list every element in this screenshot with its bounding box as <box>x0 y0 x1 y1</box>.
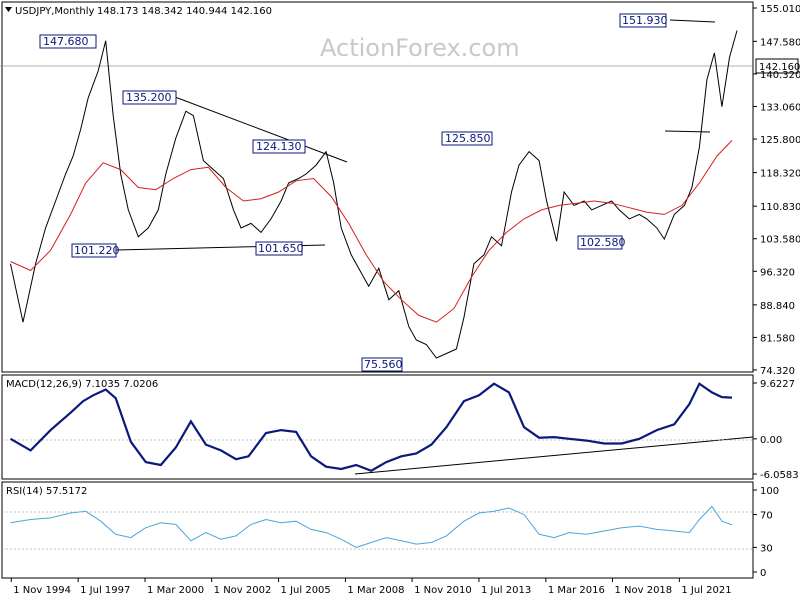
rsi-y-tick-label: 100 <box>760 486 779 497</box>
annotation-102: 102.580 <box>577 235 626 250</box>
top-line <box>669 19 716 23</box>
macd-y-tick-label: 9.6227 <box>760 379 795 390</box>
price-y-tick-label: 133.060 <box>760 102 800 113</box>
x-tick-label: 1 Mar 2000 <box>147 585 204 596</box>
symbol-label: USDJPY,Monthly <box>15 6 95 17</box>
price-y-tick-label: 140.320 <box>760 70 800 81</box>
price-series-0-line <box>10 30 738 359</box>
macd-trendline <box>354 436 754 475</box>
annotation-75: 75.560 <box>361 357 403 372</box>
data-layer: 155.010 147.580 140.320 133.060 125.800 118.3… <box>9 4 800 596</box>
price-series-1-line <box>10 140 733 323</box>
annotation-label: 151.930 <box>622 14 668 27</box>
x-tick-label: 1 Jul 1997 <box>80 585 130 596</box>
annotation-147: 147.680 <box>39 34 97 49</box>
ohlc-label: 148.173 148.342 140.944 142.160 <box>97 6 272 17</box>
collapse-icon <box>5 7 12 12</box>
x-tick-label: 1 Jul 2005 <box>281 585 331 596</box>
price-y-tick-label: 118.320 <box>760 169 800 180</box>
annotation-101a: 101.220 <box>71 243 120 258</box>
channel-line <box>664 130 711 133</box>
annotation-label: 125.850 <box>445 132 491 145</box>
annotation-125: 125.850 <box>441 131 493 146</box>
price-y-tick-label: 74.320 <box>760 366 795 377</box>
rsi-title: RSI(14) 57.5172 <box>6 486 87 497</box>
x-tick-label: 1 Nov 2018 <box>614 585 672 596</box>
macd-y-tick-label: -6.0583 <box>760 470 799 481</box>
symbol-header: USDJPY,Monthly 148.173 148.342 140.944 1… <box>5 6 272 17</box>
annotation-label: 135.200 <box>126 91 172 104</box>
rsi-y-tick-label: 70 <box>760 511 773 522</box>
price-panel <box>1 1 754 373</box>
x-tick-label: 1 Jul 2021 <box>681 585 731 596</box>
annotation-124: 124.130 <box>252 139 306 154</box>
price-y-tick-label: 81.580 <box>760 333 795 344</box>
last-price-badge: 142.160 <box>755 58 800 74</box>
rsi-series-0-line <box>10 505 733 548</box>
annotation-label: 75.560 <box>364 358 403 371</box>
macd-title: MACD(12,26,9) 7.1035 7.0206 <box>6 379 158 390</box>
price-y-tick-label: 110.830 <box>760 202 800 213</box>
price-y-tick-label: 96.320 <box>760 267 795 278</box>
price-y-tick-label: 155.010 <box>760 4 800 15</box>
last-price-label: 142.160 <box>759 62 800 73</box>
annotation-151: 151.930 <box>619 13 668 28</box>
rsi-y-tick-label: 0 <box>760 568 766 579</box>
annotation-label: 101.650 <box>258 242 304 255</box>
price-y-tick-label: 147.580 <box>760 37 800 48</box>
annotation-label: 147.680 <box>43 35 89 48</box>
macd-series-0-line <box>9 382 733 473</box>
annotation-label: 124.130 <box>256 140 302 153</box>
macd-y-tick-label: 0.00 <box>760 435 782 446</box>
annotation-label: 101.220 <box>74 244 120 257</box>
rsi-y-tick-label: 30 <box>760 543 773 554</box>
price-y-tick-label: 103.580 <box>760 235 800 246</box>
x-tick-label: 1 Nov 2002 <box>214 585 272 596</box>
resistance-trendline <box>174 96 348 163</box>
price-y-tick-label: 88.840 <box>760 301 795 312</box>
x-tick-label: 1 Mar 2008 <box>347 585 404 596</box>
x-tick-label: 1 Nov 2010 <box>414 585 472 596</box>
x-tick-label: 1 Mar 2016 <box>548 585 605 596</box>
rsi-panel <box>1 481 754 579</box>
x-tick-label: 1 Jul 2013 <box>481 585 531 596</box>
watermark-text: ActionForex.com <box>320 34 520 62</box>
price-y-tick-label: 125.800 <box>760 135 800 146</box>
annotation-101b: 101.650 <box>255 241 304 256</box>
annotation-label: 102.580 <box>580 236 626 249</box>
x-tick-label: 1 Nov 1994 <box>13 585 71 596</box>
macd-panel <box>1 374 754 480</box>
annotation-135: 135.200 <box>122 90 177 105</box>
